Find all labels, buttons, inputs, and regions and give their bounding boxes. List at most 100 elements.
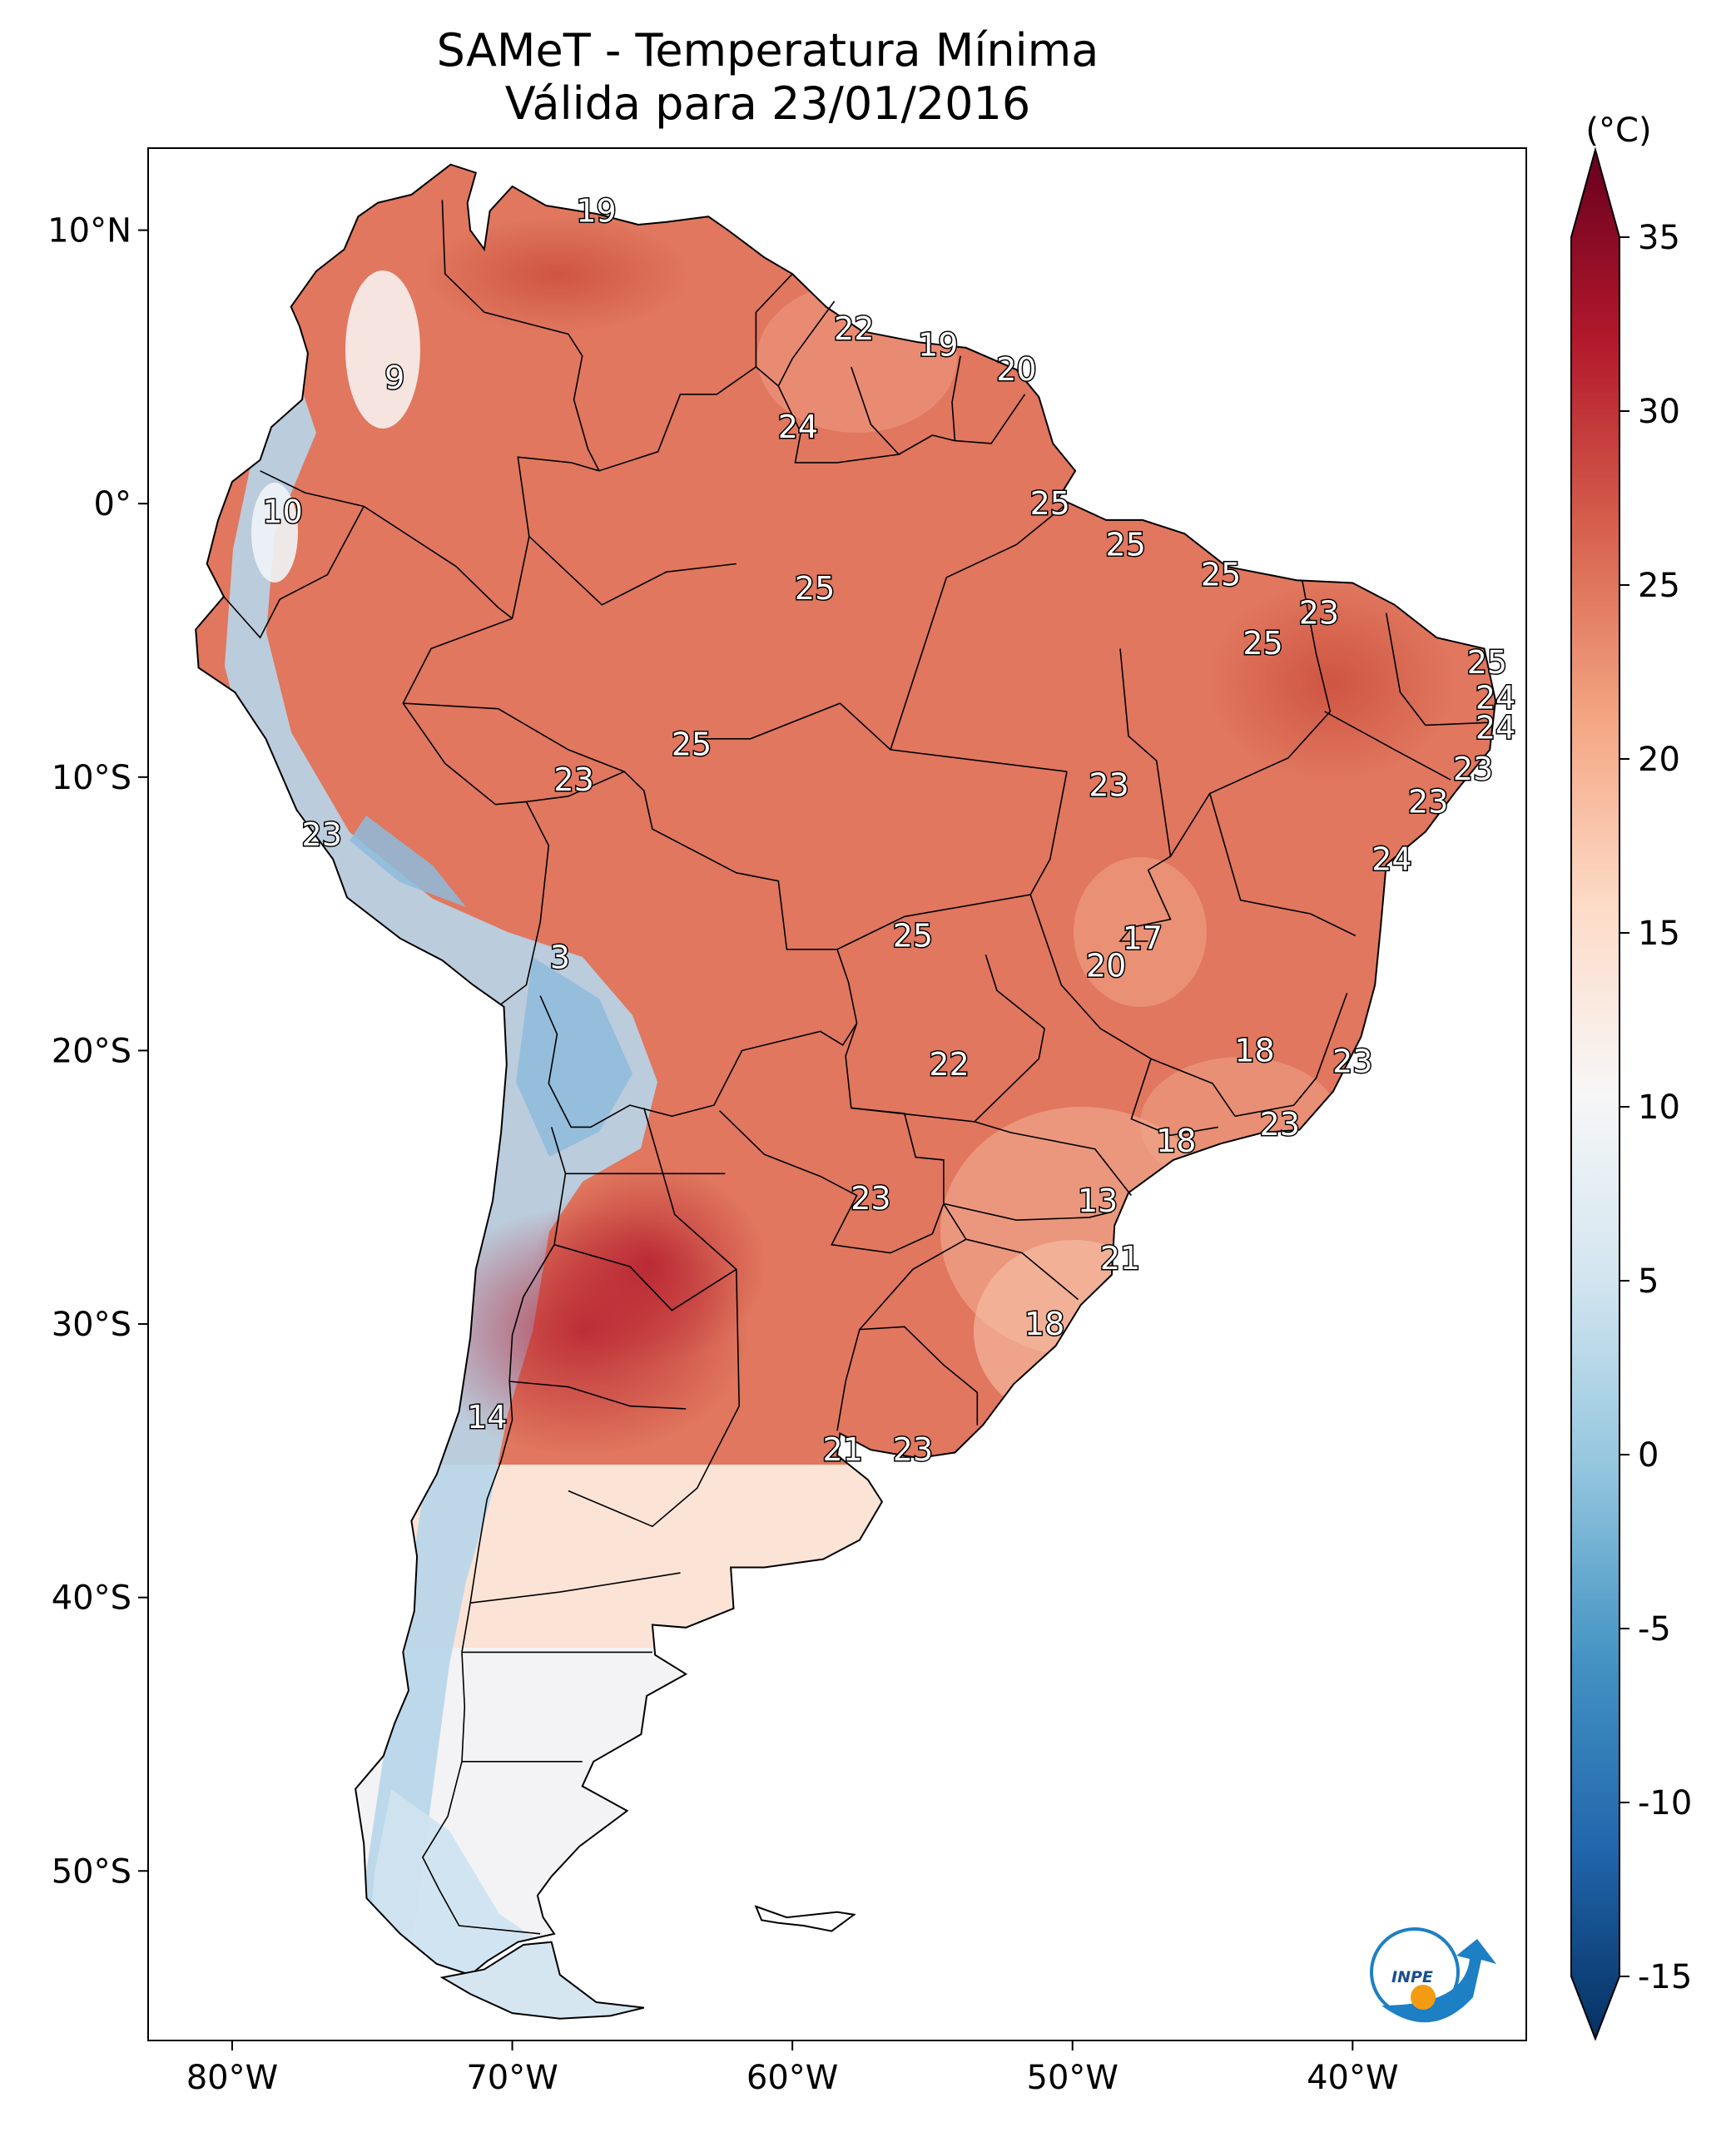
border-line	[511, 456, 600, 619]
station-value-label: 25	[1030, 485, 1070, 522]
station-value-label: 22	[929, 1046, 969, 1083]
border-line	[1119, 648, 1172, 871]
colorbar-tick-label: -15	[1638, 1958, 1692, 1996]
border-line	[509, 1381, 687, 1410]
station-value-label: 25	[1201, 557, 1241, 593]
colorbar-ticks: 35 30 25 20 15 10 5 0 -5 -10 -15	[1619, 219, 1692, 1996]
station-value-label: 23	[851, 1180, 890, 1217]
map-title: SAMeT - Temperatura Mínima	[436, 24, 1099, 77]
station-value-label: 23	[1332, 1044, 1372, 1080]
station-value-label: 9	[384, 359, 404, 396]
border-line	[553, 1243, 737, 1312]
station-value-label: 25	[795, 570, 835, 607]
border-line	[965, 1238, 1079, 1301]
lon-tick-label: 80°W	[186, 2059, 278, 2097]
station-value-label: 18	[1234, 1032, 1274, 1069]
border-line	[974, 1121, 1133, 1197]
border-line	[441, 200, 600, 472]
inpe-logo-arrow	[1381, 1939, 1496, 2023]
station-value-label: 17	[1123, 920, 1163, 957]
border-line	[1118, 870, 1172, 942]
border-line	[1324, 711, 1451, 781]
border-line	[403, 702, 625, 772]
colorbar: (°C) 35 30 25 20 15 10 5 0 -5 -10 -15	[1570, 112, 1692, 2041]
border-line	[526, 771, 858, 1024]
border-line	[777, 366, 900, 464]
station-value-label: 21	[823, 1431, 863, 1468]
andes-core	[350, 816, 632, 1157]
border-line	[1208, 793, 1357, 937]
station-value-label: 23	[302, 816, 342, 853]
map-subtitle: Válida para 23/01/2016	[504, 77, 1031, 130]
inpe-logo-text: INPE	[1391, 1968, 1433, 1986]
colorbar-tick-label: 5	[1638, 1262, 1659, 1301]
colorbar-tick-label: 35	[1638, 219, 1680, 257]
station-value-label: 14	[467, 1399, 507, 1435]
colorbar-tick-label: 0	[1638, 1436, 1659, 1475]
border-line	[859, 1202, 967, 1331]
station-value-label: 18	[1024, 1306, 1064, 1342]
border-line	[470, 1572, 681, 1604]
border-line	[223, 506, 365, 639]
station-value-label: 23	[1260, 1106, 1300, 1143]
border-line	[598, 366, 756, 472]
station-value-label: 23	[1089, 767, 1128, 804]
lat-tick-label: 50°S	[52, 1852, 131, 1891]
border-line	[1234, 993, 1348, 1118]
lon-tick-label: 70°W	[466, 2059, 558, 2097]
station-value-label: 25	[672, 726, 712, 762]
border-line	[568, 1108, 741, 1528]
border-line	[402, 617, 550, 1005]
border-line	[890, 503, 1068, 751]
border-line	[719, 1110, 945, 1254]
border-line	[943, 1202, 1113, 1222]
border-line	[697, 702, 1068, 772]
latitude-axis: 10°N 0° 10°S 20°S 30°S 40°S 50°S	[47, 212, 148, 1891]
map-frame	[147, 147, 1527, 2041]
station-value-label: 21	[1100, 1240, 1140, 1277]
inpe-logo: INPE	[1370, 1927, 1496, 2023]
inpe-logo-dot	[1411, 1985, 1436, 2010]
colorbar-body	[1570, 146, 1620, 2041]
station-value-label: 13	[1078, 1183, 1118, 1219]
colorbar-tick-label: -5	[1638, 1610, 1671, 1649]
colorbar-tick-label: 20	[1638, 741, 1680, 779]
lat-tick-label: 30°S	[52, 1306, 131, 1344]
station-value-label: 25	[1242, 625, 1282, 662]
border-line	[1425, 721, 1493, 726]
border-line	[1169, 580, 1332, 857]
colorbar-tick-label: 30	[1638, 393, 1680, 431]
colorbar-tick-label: 15	[1638, 915, 1680, 953]
border-line	[851, 955, 1045, 1123]
colorbar-tick-label: -10	[1638, 1784, 1692, 1822]
station-value-label: 20	[1086, 948, 1126, 984]
station-value-label: 23	[1408, 783, 1448, 820]
border-line	[421, 1127, 567, 1935]
border-line	[755, 273, 836, 388]
station-value-label: 23	[553, 761, 593, 798]
station-value-label: 23	[1299, 595, 1339, 632]
political-borders	[223, 200, 1493, 1935]
lat-tick-label: 40°S	[52, 1579, 131, 1618]
border-line	[539, 995, 858, 1128]
station-value-label: 25	[1106, 527, 1146, 563]
station-value-label: 3	[550, 940, 570, 976]
lat-tick-label: 20°S	[52, 1032, 131, 1070]
station-value-label: 24	[1371, 840, 1411, 877]
station-value-label: 25	[893, 917, 933, 954]
station-value-label: 24	[778, 409, 818, 445]
station-value-label: 24	[1476, 680, 1515, 717]
lat-tick-label: 0°	[94, 485, 131, 523]
station-value-label: 19	[576, 193, 616, 230]
station-value-label: 18	[1156, 1123, 1196, 1159]
falkland-islands	[754, 1905, 856, 1932]
lat-tick-label: 10°S	[52, 759, 131, 797]
colorbar-tick-label: 10	[1638, 1088, 1680, 1127]
lon-tick-label: 50°W	[1027, 2059, 1118, 2097]
border-line	[836, 1326, 979, 1431]
lon-tick-label: 60°W	[746, 2059, 838, 2097]
border-line	[528, 536, 737, 606]
